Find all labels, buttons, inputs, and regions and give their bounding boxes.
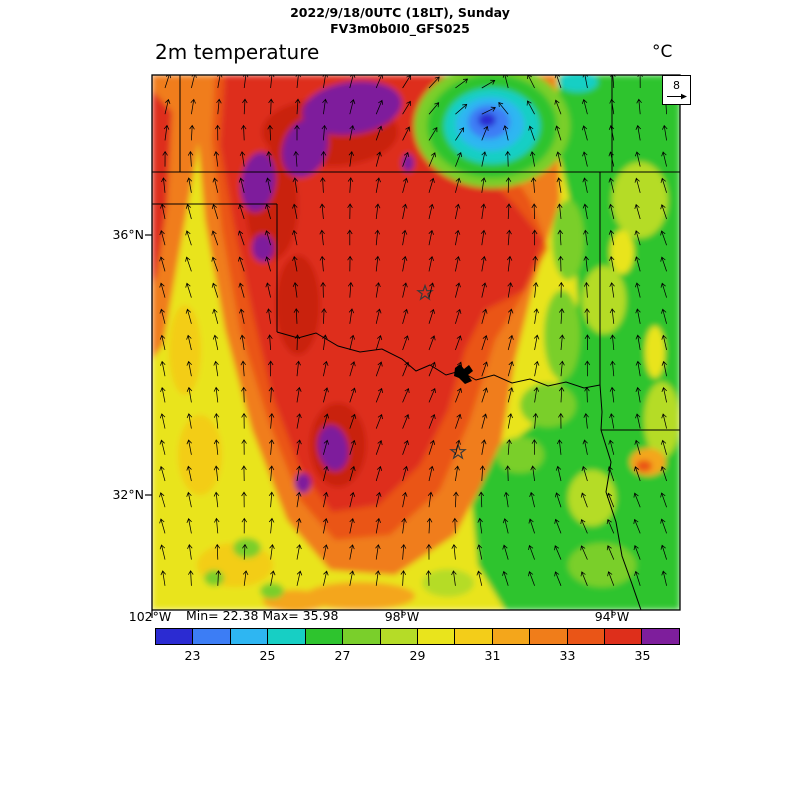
state-borders (152, 75, 680, 610)
colorbar-segment (567, 629, 606, 644)
colorbar-tick-labels: 23 25 27 29 31 33 35 (155, 648, 680, 664)
colorbar-segment (530, 629, 568, 644)
axis-ticks (145, 234, 613, 618)
colorbar-segment (417, 629, 456, 644)
lon-label-94w: 94°W (594, 609, 630, 624)
colorbar-segment (343, 629, 381, 644)
lon-label-98w: 98°W (384, 609, 420, 624)
colorbar-segment (305, 629, 344, 644)
colorbar-segment (230, 629, 269, 644)
lat-label-36n: 36°N (112, 227, 144, 242)
colorbar-segment (455, 629, 493, 644)
wind-reference-box: 8 (662, 75, 691, 105)
colorbar-tick-label: 27 (334, 648, 351, 663)
wind-arrows (159, 75, 670, 586)
colorbar-segment (156, 629, 194, 644)
lat-label-32n: 32°N (112, 487, 144, 502)
map-frame (151, 74, 681, 611)
wind-reference-value: 8 (673, 78, 680, 92)
city-star (449, 442, 467, 460)
temperature-field (152, 75, 680, 610)
colorbar-tick-label: 35 (634, 648, 651, 663)
colorbar-segment (380, 629, 418, 644)
colorbar (155, 628, 680, 645)
colorbar-segment (268, 629, 306, 644)
reference-arrow-icon (666, 93, 687, 99)
colorbar-tick-label: 29 (409, 648, 426, 663)
colorbar-segment (642, 629, 679, 644)
city-star (416, 283, 434, 301)
colorbar-tick-label: 23 (184, 648, 201, 663)
colorbar-segment (492, 629, 531, 644)
header-model-line: FV3m0b0I0_GFS025 (330, 21, 470, 36)
colorbar-tick-label: 25 (259, 648, 276, 663)
colorbar-tick-label: 31 (484, 648, 501, 663)
header-date-line: 2022/9/18/0UTC (18LT), Sunday (290, 5, 510, 20)
units-label: °C (652, 42, 673, 62)
plot-title: 2m temperature (155, 40, 320, 64)
lake-marker (454, 364, 473, 384)
min-max-stats: Min= 22.38 Max= 35.98 (186, 608, 339, 623)
colorbar-tick-label: 33 (559, 648, 576, 663)
lon-label-102w: 102°W (128, 609, 172, 624)
colorbar-segment (605, 629, 643, 644)
colorbar-segment (193, 629, 231, 644)
